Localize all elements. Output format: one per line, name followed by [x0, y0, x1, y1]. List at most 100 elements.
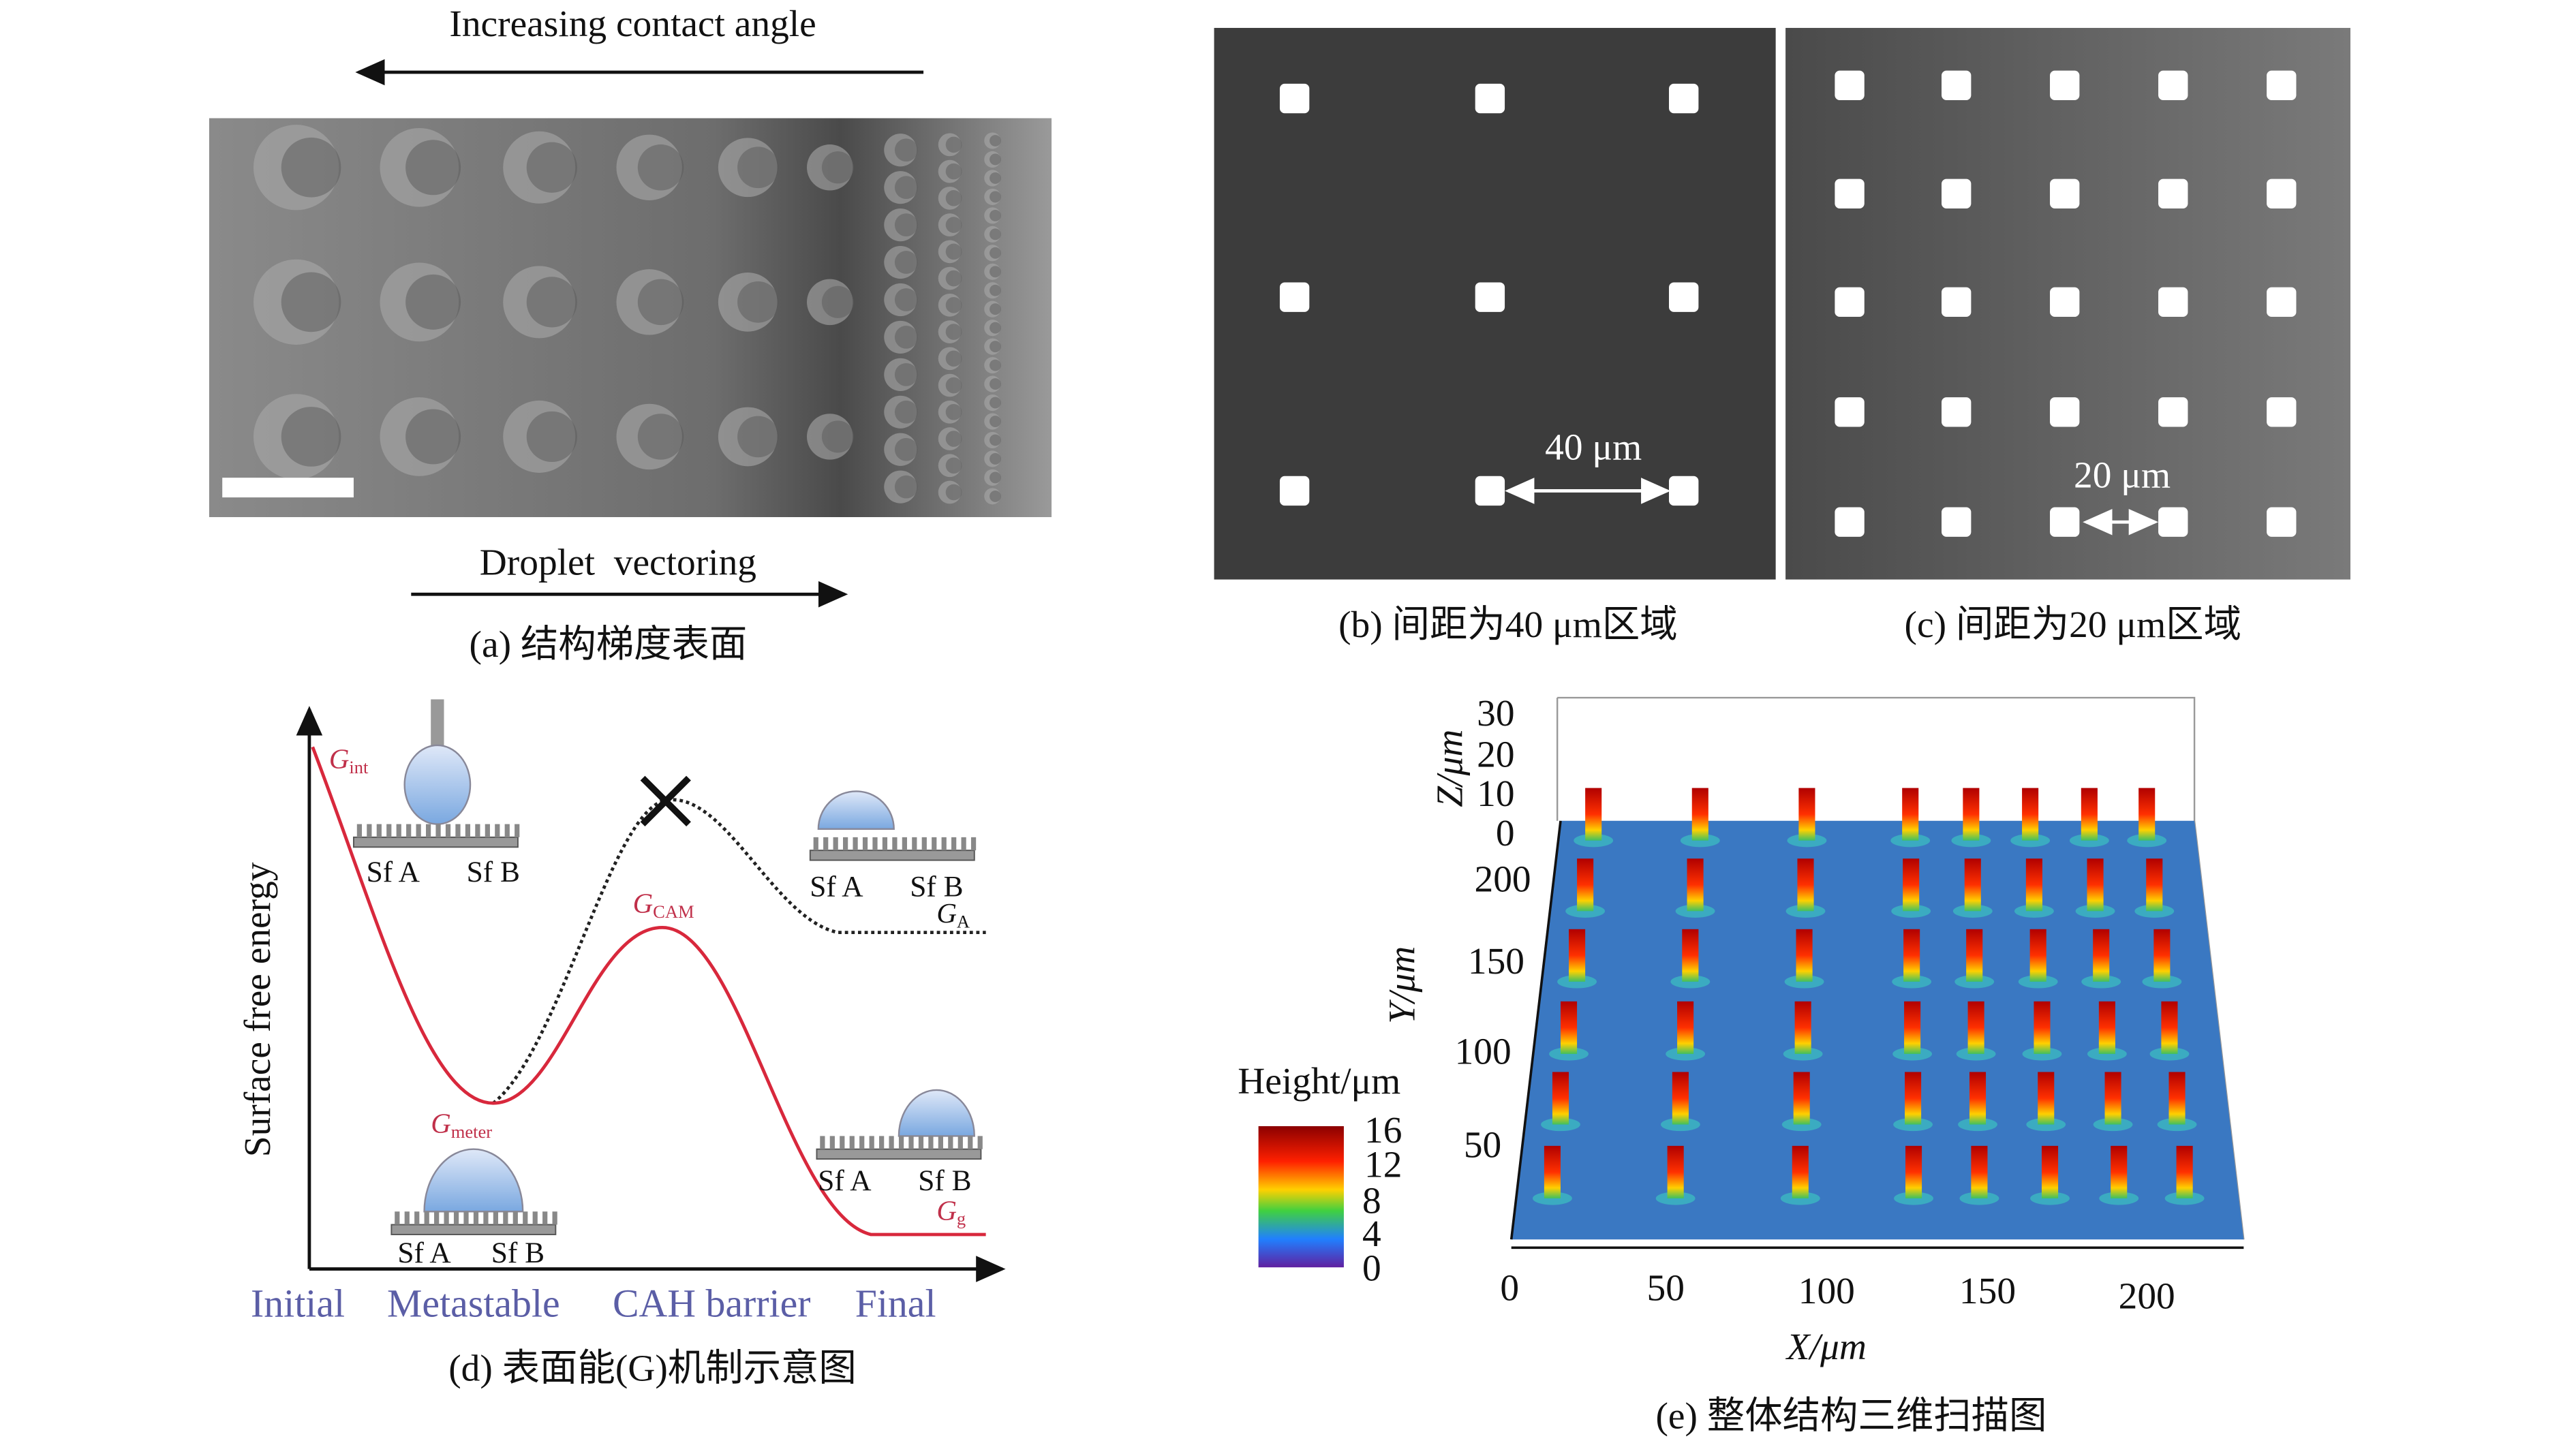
- micro-pillar: [475, 824, 480, 837]
- pillar: [1669, 83, 1699, 114]
- droplet-shade: [990, 135, 1001, 146]
- pillar: [2022, 788, 2039, 841]
- micro-pillar: [833, 837, 838, 851]
- droplet-shade: [990, 209, 1001, 221]
- droplet-shade: [990, 284, 1001, 296]
- droplet-shade: [526, 277, 577, 328]
- pillar: [2050, 507, 2080, 537]
- droplet: [403, 744, 472, 825]
- micro-pillar: [386, 824, 392, 837]
- droplet-shade: [281, 272, 341, 332]
- micro-pillar: [951, 837, 957, 851]
- pillar: [1903, 929, 1920, 982]
- surface-label: Sf B: [491, 1237, 545, 1269]
- pillar: [1669, 282, 1699, 312]
- pillar: [2267, 70, 2297, 100]
- pillar: [2041, 1145, 2059, 1198]
- droplet-shade: [990, 359, 1001, 371]
- pillar: [1904, 1001, 1921, 1054]
- pillar: [2050, 179, 2080, 209]
- pillar: [2050, 70, 2080, 100]
- droplet-shade: [990, 247, 1001, 259]
- micro-pillar: [820, 1136, 825, 1149]
- pillar: [1971, 1145, 1988, 1198]
- pillar: [1967, 1001, 1984, 1054]
- micro-pillar: [908, 1136, 914, 1149]
- pillar: [1475, 83, 1505, 114]
- droplet-shade: [945, 457, 962, 474]
- droplet-shade: [945, 377, 962, 394]
- pillar: [2034, 1001, 2051, 1054]
- subscript: CAM: [653, 901, 694, 922]
- pillar: [1796, 929, 1813, 982]
- droplet-shade: [990, 490, 1001, 502]
- droplet-shade: [894, 138, 918, 162]
- droplet-shade: [637, 414, 684, 460]
- micro-pillar: [473, 1211, 479, 1225]
- pillar: [1835, 507, 1865, 537]
- pillar: [2098, 1001, 2115, 1054]
- pillar: [1560, 1001, 1578, 1054]
- pillar: [1569, 929, 1586, 982]
- pillar: [1835, 397, 1865, 427]
- y-tick: 100: [1455, 1030, 1512, 1072]
- pillar: [1667, 1145, 1684, 1198]
- pillar: [2025, 858, 2042, 912]
- z-tick: 30: [1477, 692, 1514, 734]
- z-tick: 10: [1477, 773, 1514, 814]
- pillar: [1942, 397, 1972, 427]
- pillar: [2050, 287, 2080, 317]
- micro-pillar: [512, 1211, 518, 1225]
- pillar: [1475, 282, 1505, 312]
- subscript: g: [957, 1209, 966, 1229]
- droplet-shade: [945, 270, 962, 287]
- surface-label: Sf A: [818, 1164, 871, 1197]
- micro-pillar: [932, 837, 937, 851]
- colorbar-tick: 16: [1364, 1109, 1402, 1151]
- curve-label: GCAM: [633, 888, 694, 922]
- pillar: [2104, 1072, 2121, 1125]
- micro-pillar: [465, 824, 471, 837]
- panel-b: 40 μm (b) 间距为40 μm区域: [1214, 27, 1776, 645]
- caption: (b) 间距为40 μm区域: [1338, 604, 1678, 645]
- droplet-shade: [405, 274, 461, 330]
- pillar: [1966, 929, 1983, 982]
- scale-bar: [222, 478, 354, 498]
- droplet-shade: [990, 378, 1001, 390]
- pillar: [1969, 1072, 1987, 1125]
- droplet-shade: [945, 136, 962, 153]
- pillar: [1585, 788, 1602, 841]
- micro-pillar: [961, 837, 966, 851]
- micro-pillar: [552, 1211, 557, 1225]
- y-tick: 150: [1468, 940, 1524, 982]
- droplet-shade: [405, 140, 461, 196]
- droplet-shade: [990, 172, 1001, 184]
- curve-label: GA: [936, 897, 970, 931]
- micro-pillar: [485, 824, 490, 837]
- illustrations: [352, 699, 983, 1235]
- droplet-shade: [990, 471, 1001, 484]
- micro-pillar: [892, 837, 898, 851]
- micro-pillar: [523, 1211, 528, 1225]
- label: Increasing contact angle: [449, 3, 816, 44]
- y-tick: 200: [1475, 858, 1531, 899]
- micro-pillar: [414, 1211, 420, 1225]
- micro-pillar: [493, 1211, 499, 1225]
- droplet-shade: [821, 151, 855, 184]
- droplets: [253, 125, 1001, 505]
- micro-pillar: [515, 824, 520, 837]
- micro-pillar: [813, 837, 818, 851]
- pillar: [1687, 858, 1704, 912]
- micro-pillar: [912, 837, 917, 851]
- surface-label: Sf B: [467, 856, 520, 888]
- droplet-shade: [894, 326, 918, 349]
- substrate: [352, 836, 519, 848]
- curve-label: Gg: [936, 1194, 966, 1228]
- symbol: G: [633, 888, 654, 919]
- droplet-shade: [945, 297, 962, 313]
- micro-pillar: [840, 1136, 845, 1149]
- pillar: [1902, 788, 1919, 841]
- droplet-shade: [821, 420, 855, 453]
- pillar: [1905, 1072, 1922, 1125]
